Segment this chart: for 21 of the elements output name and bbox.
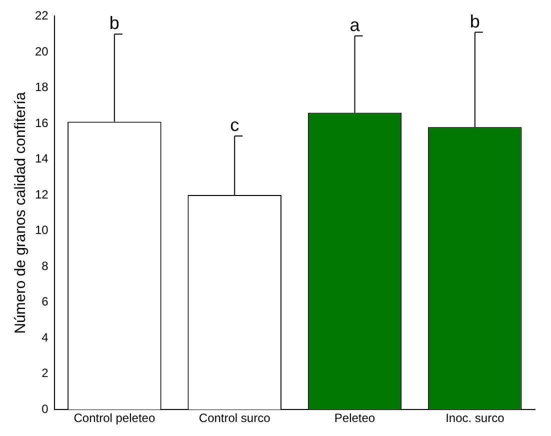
y-tick-label: 20	[34, 44, 49, 58]
y-tick-label: 4	[42, 330, 49, 344]
annotation: b	[109, 13, 120, 34]
x-tick-label: Peleteo	[334, 411, 376, 426]
annotation: a	[350, 14, 361, 35]
y-axis-title: Número de granos calidad confitería	[12, 91, 30, 334]
annotation: b	[470, 11, 480, 32]
y-tick-label: 6	[42, 294, 49, 309]
y-tick-label: 14	[34, 152, 49, 166]
y-tick-label: 16	[34, 116, 49, 130]
y-tick-label: 22	[34, 8, 49, 23]
y-tick-label: 12	[34, 187, 49, 202]
y-tick-label: 2	[42, 366, 49, 380]
x-tick-label: Inoc. surco	[446, 411, 505, 426]
x-tick-label: Control peleteo	[74, 411, 156, 426]
y-tick-label: 0	[42, 402, 49, 416]
y-tick-label: 8	[42, 258, 49, 273]
annotation: c	[230, 114, 240, 135]
y-tick-label: 10	[34, 223, 49, 238]
x-tick-label: Control surco	[198, 411, 271, 426]
y-tick-label: 18	[34, 80, 49, 94]
